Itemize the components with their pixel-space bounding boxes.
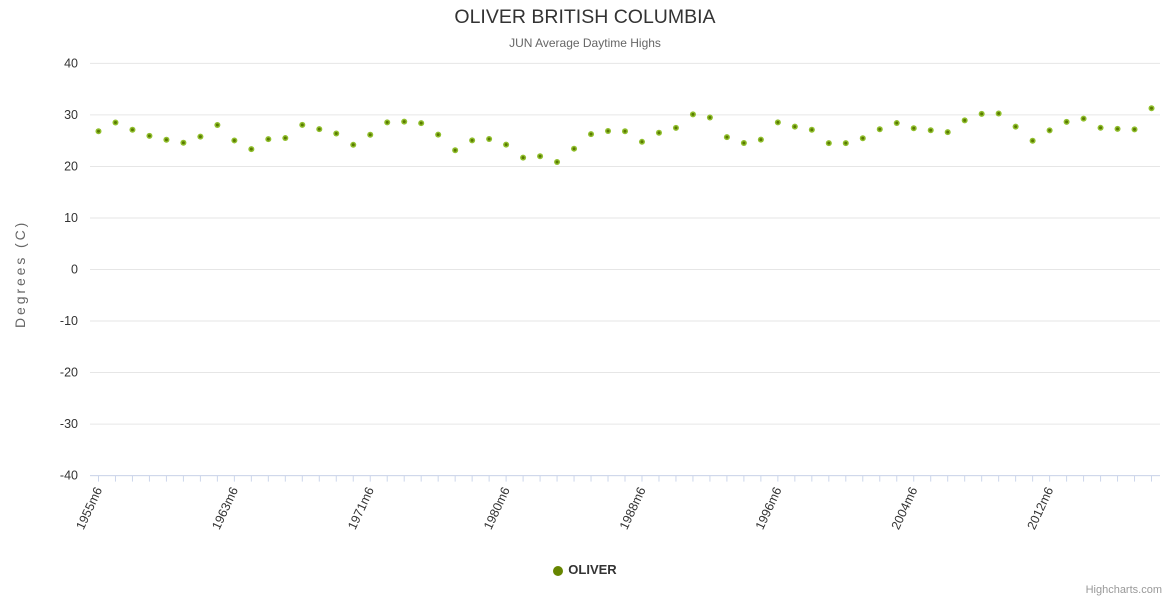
svg-text:-20: -20 (60, 366, 78, 380)
svg-text:1971m6: 1971m6 (345, 485, 377, 532)
svg-text:20: 20 (64, 159, 78, 173)
svg-text:1955m6: 1955m6 (73, 485, 105, 532)
svg-text:2012m6: 2012m6 (1025, 485, 1057, 532)
svg-text:1980m6: 1980m6 (481, 485, 513, 532)
svg-text:-10: -10 (60, 314, 78, 328)
svg-text:1996m6: 1996m6 (753, 485, 785, 532)
svg-text:-30: -30 (60, 417, 78, 431)
svg-text:-40: -40 (60, 469, 78, 483)
svg-text:1988m6: 1988m6 (617, 485, 649, 532)
svg-text:30: 30 (64, 108, 78, 122)
svg-text:40: 40 (64, 56, 78, 70)
svg-text:1963m6: 1963m6 (209, 485, 241, 532)
svg-text:2004m6: 2004m6 (889, 485, 921, 532)
svg-text:0: 0 (71, 263, 78, 277)
svg-text:10: 10 (64, 211, 78, 225)
